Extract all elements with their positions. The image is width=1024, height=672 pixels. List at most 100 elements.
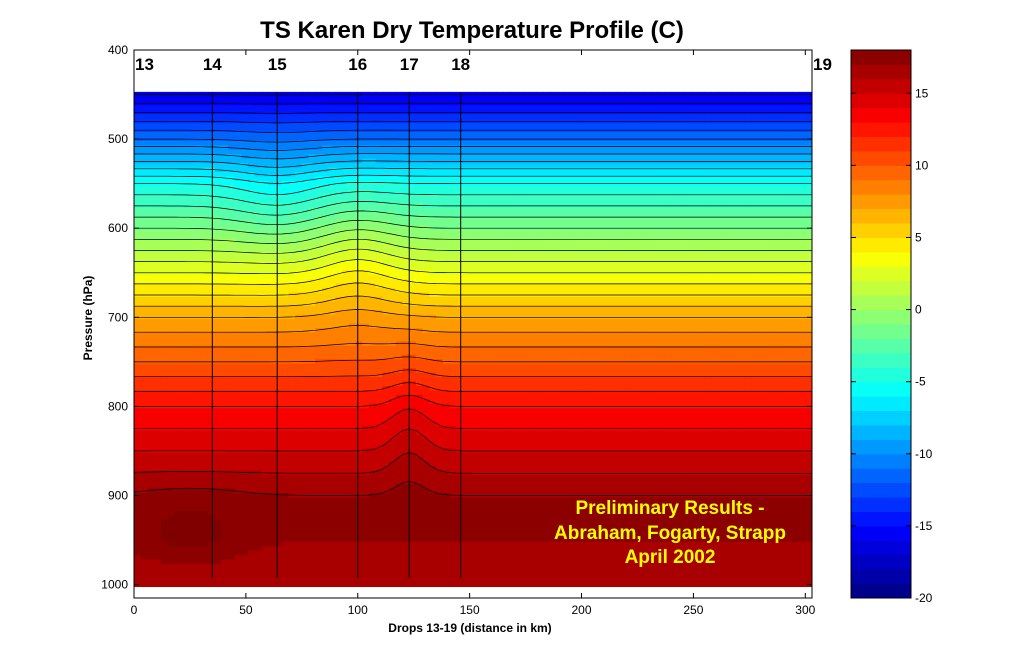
field-cell: [288, 194, 296, 200]
field-cell: [429, 573, 437, 579]
field-cell: [207, 341, 216, 347]
field-cell: [180, 345, 189, 351]
field-cell: [415, 403, 424, 409]
field-cell: [261, 287, 269, 293]
field-cell: [415, 546, 424, 552]
field-cell: [201, 564, 209, 570]
field-cell: [248, 100, 256, 106]
field-cell: [167, 296, 175, 302]
field-cell: [227, 350, 236, 356]
field-cell: [362, 163, 370, 169]
field-cell: [321, 532, 330, 539]
field-cell: [227, 131, 236, 138]
field-cell: [221, 506, 229, 512]
field-cell: [375, 466, 383, 472]
field-cell: [402, 368, 410, 374]
field-cell: [375, 243, 383, 249]
field-cell: [160, 568, 169, 574]
field-cell: [261, 412, 269, 418]
field-cell: [348, 212, 357, 218]
field-cell: [201, 470, 209, 476]
field-cell: [140, 492, 149, 498]
field-cell: [422, 377, 430, 383]
field-cell: [389, 319, 397, 325]
field-cell: [221, 537, 229, 543]
field-cell: [301, 581, 310, 588]
field-cell: [254, 234, 263, 240]
field-cell: [274, 301, 283, 307]
field-cell: [248, 332, 256, 338]
field-cell: [308, 194, 316, 200]
field-cell: [140, 537, 149, 543]
field-cell: [362, 363, 370, 369]
field-cell: [227, 577, 236, 583]
field-cell: [429, 461, 437, 467]
field-cell: [214, 479, 222, 485]
field-cell: [261, 555, 269, 561]
field-cell: [342, 573, 350, 579]
field-cell: [375, 555, 383, 561]
field-cell: [409, 207, 417, 213]
field-cell: [254, 243, 263, 249]
field-cell: [389, 408, 397, 414]
field-cell: [221, 555, 229, 561]
field-cell: [214, 394, 222, 400]
field-cell: [154, 461, 162, 467]
field-cell: [201, 497, 209, 503]
field-cell: [274, 100, 283, 106]
field-cell: [355, 261, 363, 267]
field-cell: [368, 234, 377, 240]
field-cell: [409, 198, 417, 204]
field-cell: [234, 323, 242, 329]
field-cell: [335, 247, 343, 253]
field-cell: [207, 185, 216, 191]
field-cell: [194, 301, 202, 307]
field-cell: [368, 421, 377, 427]
field-cell: [368, 403, 377, 409]
field-cell: [180, 394, 189, 400]
field-cell: [375, 470, 383, 476]
field-cell: [261, 390, 269, 396]
field-cell: [194, 350, 202, 356]
field-cell: [180, 256, 189, 262]
field-cell: [167, 372, 175, 378]
field-cell: [194, 225, 202, 231]
field-cell: [355, 167, 363, 173]
field-cell: [227, 417, 236, 423]
field-cell: [389, 532, 397, 539]
field-cell: [415, 390, 424, 396]
field-cell: [261, 394, 269, 400]
field-cell: [415, 559, 424, 565]
field-cell: [241, 577, 249, 583]
field-cell: [187, 573, 196, 579]
field-cell: [288, 350, 296, 356]
field-cell: [415, 452, 424, 458]
field-cell: [227, 274, 236, 280]
field-cell: [321, 479, 330, 485]
field-cell: [248, 577, 256, 583]
field-cell: [234, 466, 242, 472]
field-cell: [415, 225, 424, 231]
field-cell: [214, 354, 222, 360]
field-cell: [268, 247, 276, 253]
field-cell: [261, 421, 269, 427]
field-cell: [355, 243, 363, 249]
field-cell: [187, 390, 196, 396]
field-cell: [227, 185, 236, 191]
field-cell: [134, 510, 142, 516]
field-cell: [180, 261, 189, 267]
field-cell: [134, 408, 142, 414]
field-cell: [207, 434, 216, 440]
field-cell: [194, 131, 202, 138]
field-cell: [301, 541, 310, 547]
field-cell: [422, 243, 430, 249]
field-cell: [241, 421, 249, 427]
field-cell: [382, 488, 390, 494]
field-cell: [422, 434, 430, 440]
field-cell: [422, 105, 430, 111]
field-cell: [241, 568, 249, 574]
field-cell: [288, 573, 296, 579]
field-cell: [174, 328, 182, 334]
field-cell: [248, 510, 256, 516]
field-cell: [147, 252, 155, 258]
